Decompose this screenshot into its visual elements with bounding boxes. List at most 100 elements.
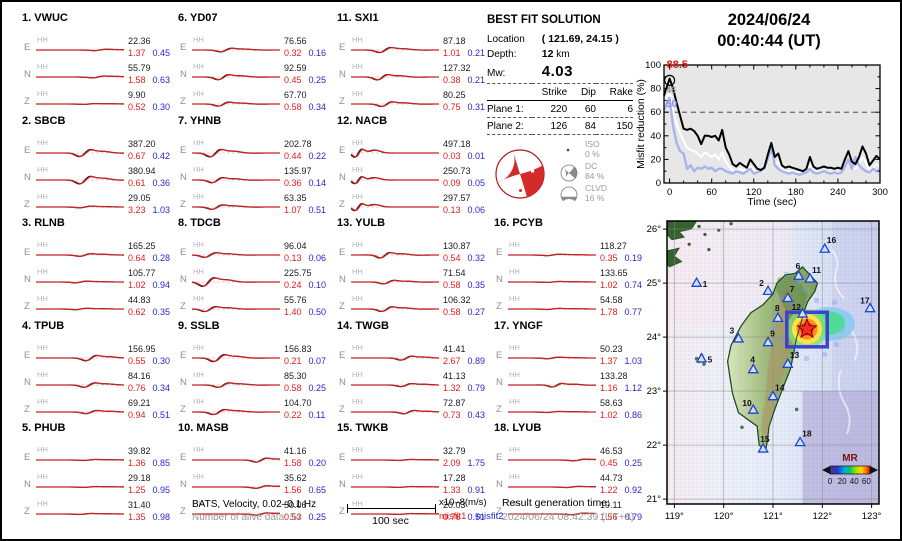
- svg-text:6: 6: [796, 261, 801, 271]
- station-block: 15. TWKB E HH 32.79 2.09 1.75 N HH 17.28 1.33 0.91…: [337, 422, 493, 522]
- peak-amplitude: 135.97: [284, 166, 312, 176]
- svg-text:HH: HH: [37, 343, 48, 352]
- svg-text:HH: HH: [193, 499, 204, 508]
- misfit2-value: 0.25: [308, 75, 327, 85]
- mw-value: 4.03: [541, 63, 573, 80]
- waveform-trace: HH: [351, 343, 440, 361]
- svg-text:HH: HH: [352, 62, 363, 71]
- iso-entry: ISO 0 %: [559, 139, 639, 161]
- misfit2-value: 0.32: [467, 253, 486, 263]
- svg-text:2: 2: [759, 278, 764, 288]
- waveform-trace: HH: [350, 192, 439, 212]
- component-label: E: [24, 247, 31, 258]
- waveform-trace: HH: [351, 267, 440, 285]
- svg-text:HH: HH: [37, 89, 48, 98]
- mw-label: Mw:: [487, 68, 506, 79]
- station-block: 5. PHUB E HH 39.82 1.36 0.85 N HH 29.18 1.25 0.95 Z…: [22, 422, 178, 522]
- svg-text:HH: HH: [193, 165, 204, 174]
- misfit2-value: 0.05: [467, 178, 486, 188]
- misfit2-value: 0.19: [624, 253, 643, 263]
- misfit-values: 0.62 0.35: [128, 306, 170, 318]
- peak-amplitude: 54.58: [600, 295, 623, 305]
- misfit1-value: 0.09: [443, 178, 461, 188]
- misfit-values: 0.45 0.25: [600, 457, 642, 469]
- component-label: N: [496, 274, 503, 285]
- peak-amplitude: 133.65: [600, 268, 628, 278]
- peak-amplitude: 71.54: [443, 268, 466, 278]
- station-title: 5. PHUB: [22, 422, 66, 434]
- peak-amplitude: 20.03: [443, 500, 466, 510]
- component-label: Z: [339, 506, 345, 517]
- waveform-trace: HH: [191, 240, 280, 258]
- clvd-name: CLVD: [585, 183, 608, 193]
- trace-row: Z HH 67.70 0.58 0.34: [178, 88, 334, 114]
- svg-text:0: 0: [656, 178, 661, 189]
- mw-row: Mw: 4.03: [487, 63, 637, 80]
- svg-text:HH: HH: [37, 240, 48, 249]
- misfit1-value: 0.13: [284, 253, 302, 263]
- waveform-trace: HH: [351, 240, 439, 259]
- station-title: 7. YHNB: [178, 115, 222, 127]
- component-label: N: [180, 172, 187, 183]
- misfit-values: 0.38 0.21: [443, 74, 485, 86]
- waveform-trace: HH: [192, 35, 280, 53]
- trace-row: N HH 127.32 0.38 0.21: [337, 61, 493, 87]
- svg-text:0: 0: [667, 187, 672, 198]
- svg-text:18: 18: [802, 428, 812, 438]
- misfit1-value: 0.76: [128, 383, 146, 393]
- trace-row: E HH 87.18 1.01 0.21: [337, 34, 493, 60]
- component-label: N: [24, 69, 31, 80]
- component-label: Z: [180, 96, 186, 107]
- svg-text:122°: 122°: [812, 511, 832, 522]
- trace-row: Z HH 80.25 0.75 0.31: [337, 88, 493, 114]
- svg-text:13: 13: [790, 350, 800, 360]
- misfit1-value: 1.40: [284, 307, 302, 317]
- peak-amplitude: 22.36: [128, 36, 151, 46]
- misfit-values: 1.40 0.50: [284, 306, 326, 318]
- depth-row: Depth: 12 km: [487, 48, 637, 60]
- misfit1-value: 1.32: [443, 383, 461, 393]
- peak-amplitude: 31.40: [128, 500, 151, 510]
- waveform-trace: HH: [36, 294, 124, 311]
- peak-amplitude: 39.82: [128, 446, 151, 456]
- trace-row: N HH 84.16 0.76 0.34: [22, 369, 178, 395]
- waveform-trace: HH: [192, 138, 280, 158]
- station-triangle-icon: [690, 276, 703, 287]
- misfit2-value: 0.51: [467, 512, 486, 522]
- peak-amplitude: 497.18: [443, 139, 471, 149]
- peak-amplitude: 165.25: [128, 241, 156, 251]
- svg-text:60: 60: [650, 107, 661, 118]
- misfit2-value: 0.86: [624, 410, 643, 420]
- dc-icon: [560, 164, 578, 182]
- component-label: N: [180, 69, 187, 80]
- component-label: Z: [24, 96, 30, 107]
- svg-text:HH: HH: [352, 165, 363, 174]
- misfit2-value: 0.74: [624, 280, 643, 290]
- misfit-values: 0.75 0.31: [443, 101, 485, 113]
- svg-text:HH: HH: [37, 138, 48, 147]
- svg-text:4: 4: [750, 355, 755, 365]
- misfit-values: 1.58 0.20: [284, 457, 326, 469]
- waveform-trace: HH: [192, 62, 280, 81]
- iso-icon: [566, 148, 570, 152]
- svg-text:Time (sec): Time (sec): [747, 196, 796, 208]
- misfit1-value: 0.75: [443, 102, 461, 112]
- mr-colorbar: MR 0 20 40 60: [822, 453, 878, 486]
- station-block: 10. MASB E HH 41.16 1.58 0.20 N HH 35.62 1.56 0.65…: [178, 422, 334, 522]
- misfit-values: 1.02 0.94: [128, 279, 170, 291]
- dc-entry: DC 84 %: [559, 161, 639, 183]
- misfit1-value: 1.33: [443, 485, 461, 495]
- misfit-chart-svg: 0 60 120 180 240 300 0 20 40 60 80 100 88.5 46 50 Time …: [635, 59, 888, 208]
- misfit1-value: 0.73: [443, 410, 461, 420]
- trace-row: E HH 41.41 2.67 0.89: [337, 342, 493, 368]
- svg-text:3: 3: [729, 326, 734, 336]
- station-block: 18. LYUB E HH 46.53 0.45 0.25 N HH 44.73 1.22 0.92…: [494, 422, 650, 522]
- svg-text:HH: HH: [509, 397, 520, 406]
- misfit-values: 2.67 0.89: [443, 355, 485, 367]
- svg-text:HH: HH: [193, 343, 204, 352]
- station-triangle-icon: [804, 272, 816, 283]
- station-triangle-icon: [747, 363, 759, 374]
- waveform-trace: HH: [351, 35, 439, 54]
- svg-text:HH: HH: [193, 445, 204, 454]
